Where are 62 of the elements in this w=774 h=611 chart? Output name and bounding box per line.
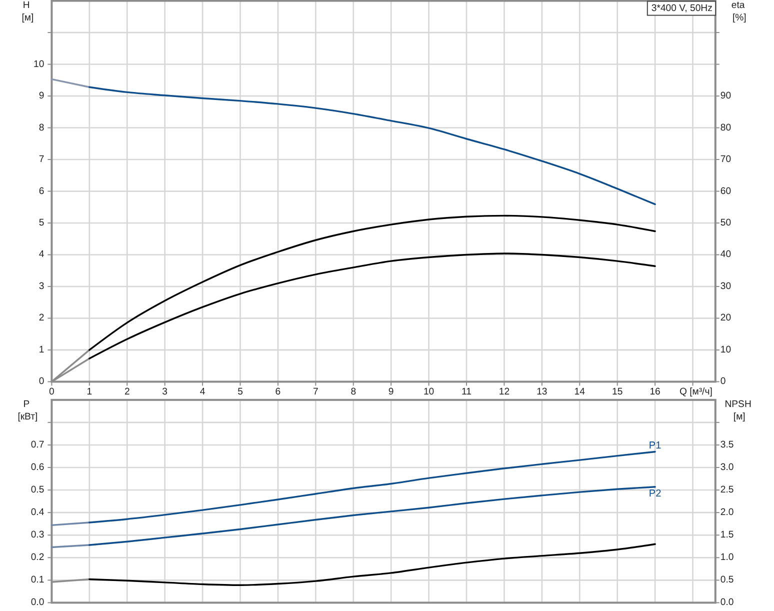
x-tick-label: 1 [86, 386, 92, 398]
series-label: P1 [648, 440, 662, 452]
x-tick-label: 4 [200, 386, 206, 398]
series-label: P2 [648, 488, 662, 500]
chart-title: 3*400 V, 50Hz [651, 2, 713, 14]
y2-tick-label: 0.5 [720, 574, 734, 586]
y2-tick-label: 0.0 [720, 597, 734, 608]
x-tick-label: 8 [350, 386, 356, 398]
y-tick-label: 10 [34, 58, 44, 70]
y-tick-label: 0 [38, 376, 44, 388]
x-tick-label: 0 [49, 386, 54, 398]
x-tick-label: 6 [275, 386, 281, 398]
y2-tick-label: 60 [720, 186, 732, 197]
y-tick-label: 0.1 [30, 574, 44, 586]
y2-tick-label: 1.0 [720, 552, 734, 564]
y2-tick-label: 10 [720, 344, 732, 356]
y-tick-label: 9 [38, 90, 44, 102]
x-tick-label: 14 [574, 386, 586, 398]
x-tick-label: 7 [313, 386, 318, 398]
x-tick-label: 2 [124, 386, 130, 398]
x-axis-title: Q [м³/ч] [679, 386, 712, 398]
y2-tick-label: 30 [720, 280, 732, 292]
y-tick-label: 0.7 [30, 439, 44, 450]
y-tick-label: 0.6 [30, 462, 44, 473]
y-tick-label: 5 [38, 217, 44, 228]
y2-tick-label: 50 [720, 217, 732, 228]
y2-tick-label: 20 [720, 312, 732, 324]
y2-tick-label: 1.5 [720, 530, 734, 541]
y-tick-label: 4 [38, 249, 45, 260]
x-tick-label: 11 [462, 386, 472, 398]
y2-axis-title: NPSH [м] [724, 398, 754, 422]
y-tick-label: 0.2 [30, 552, 44, 564]
y-axis-title: P [кВт] [18, 398, 38, 422]
y2-tick-label: 80 [720, 122, 732, 134]
x-tick-label: 15 [612, 386, 623, 398]
y2-tick-label: 40 [720, 249, 732, 260]
y2-tick-label: 70 [720, 154, 732, 166]
y-axis-title: H [м] [22, 0, 34, 23]
x-tick-label: 5 [238, 386, 243, 398]
y2-tick-label: 90 [720, 90, 732, 102]
y-tick-label: 2 [38, 312, 44, 324]
x-tick-label: 12 [498, 386, 510, 398]
y-tick-label: 0.3 [30, 530, 44, 541]
y-tick-label: 0.0 [30, 597, 44, 608]
y2-tick-label: 2.0 [720, 507, 734, 518]
x-tick-label: 13 [536, 386, 548, 398]
x-tick-label: 9 [388, 386, 394, 398]
y-tick-label: 7 [38, 154, 44, 166]
y-tick-label: 1 [38, 344, 44, 356]
y2-tick-label: 3.5 [720, 439, 734, 450]
y2-tick-label: 2.5 [720, 484, 734, 496]
y2-axis-title: eta [%] [731, 0, 748, 23]
x-tick-label: 10 [423, 386, 434, 398]
y-tick-label: 0.5 [30, 484, 44, 496]
x-tick-label: 3 [162, 386, 168, 398]
y-tick-label: 0.4 [30, 507, 45, 518]
y-tick-label: 8 [38, 122, 44, 134]
y-tick-label: 3 [38, 280, 44, 292]
y2-tick-label: 3.0 [720, 462, 734, 473]
x-tick-label: 16 [650, 386, 660, 398]
y-tick-label: 6 [38, 186, 44, 197]
y2-tick-label: 0 [720, 376, 726, 388]
